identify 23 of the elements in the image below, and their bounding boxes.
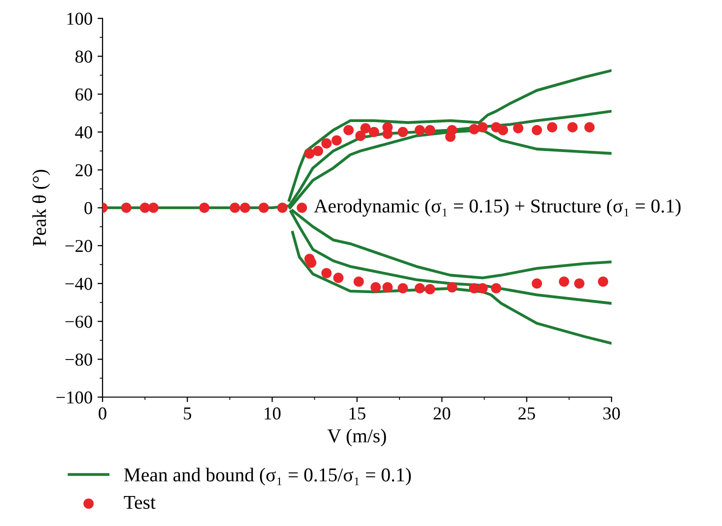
y-tick-label: −100 (56, 391, 92, 404)
x-axis-title: V (m/s) (327, 428, 386, 446)
annotation: Aerodynamic (σ₁ = 0.15) + Structure (σ₁ = 0.1) (314, 198, 681, 217)
legend-label: Mean and bound (σ₁ = 0.15/σ₁ = 0.1) (124, 468, 411, 486)
y-tick-label: 80 (75, 50, 92, 63)
y-tick-label: 0 (84, 202, 92, 214)
y-tick-label: 60 (76, 88, 92, 101)
y-tick-label: 100 (67, 12, 92, 25)
x-tick-label: 0 (98, 407, 106, 420)
x-tick-label: 25 (518, 407, 536, 420)
y-tick-label: 40 (75, 126, 92, 138)
y-axis-title: Peak θ (°) (32, 170, 50, 246)
x-tick-label: 30 (603, 407, 620, 420)
x-tick-label: 10 (264, 407, 281, 420)
y-tick-label: −20 (65, 240, 92, 252)
y-tick-label: −40 (65, 278, 92, 290)
legend-label: Test (124, 496, 156, 509)
y-tick-label: −80 (65, 354, 92, 366)
x-tick-label: 15 (350, 407, 366, 420)
x-tick-label: 5 (184, 408, 192, 420)
y-tick-label: −60 (65, 316, 92, 328)
x-tick-label: 20 (434, 407, 450, 420)
y-tick-label: 20 (76, 164, 92, 176)
